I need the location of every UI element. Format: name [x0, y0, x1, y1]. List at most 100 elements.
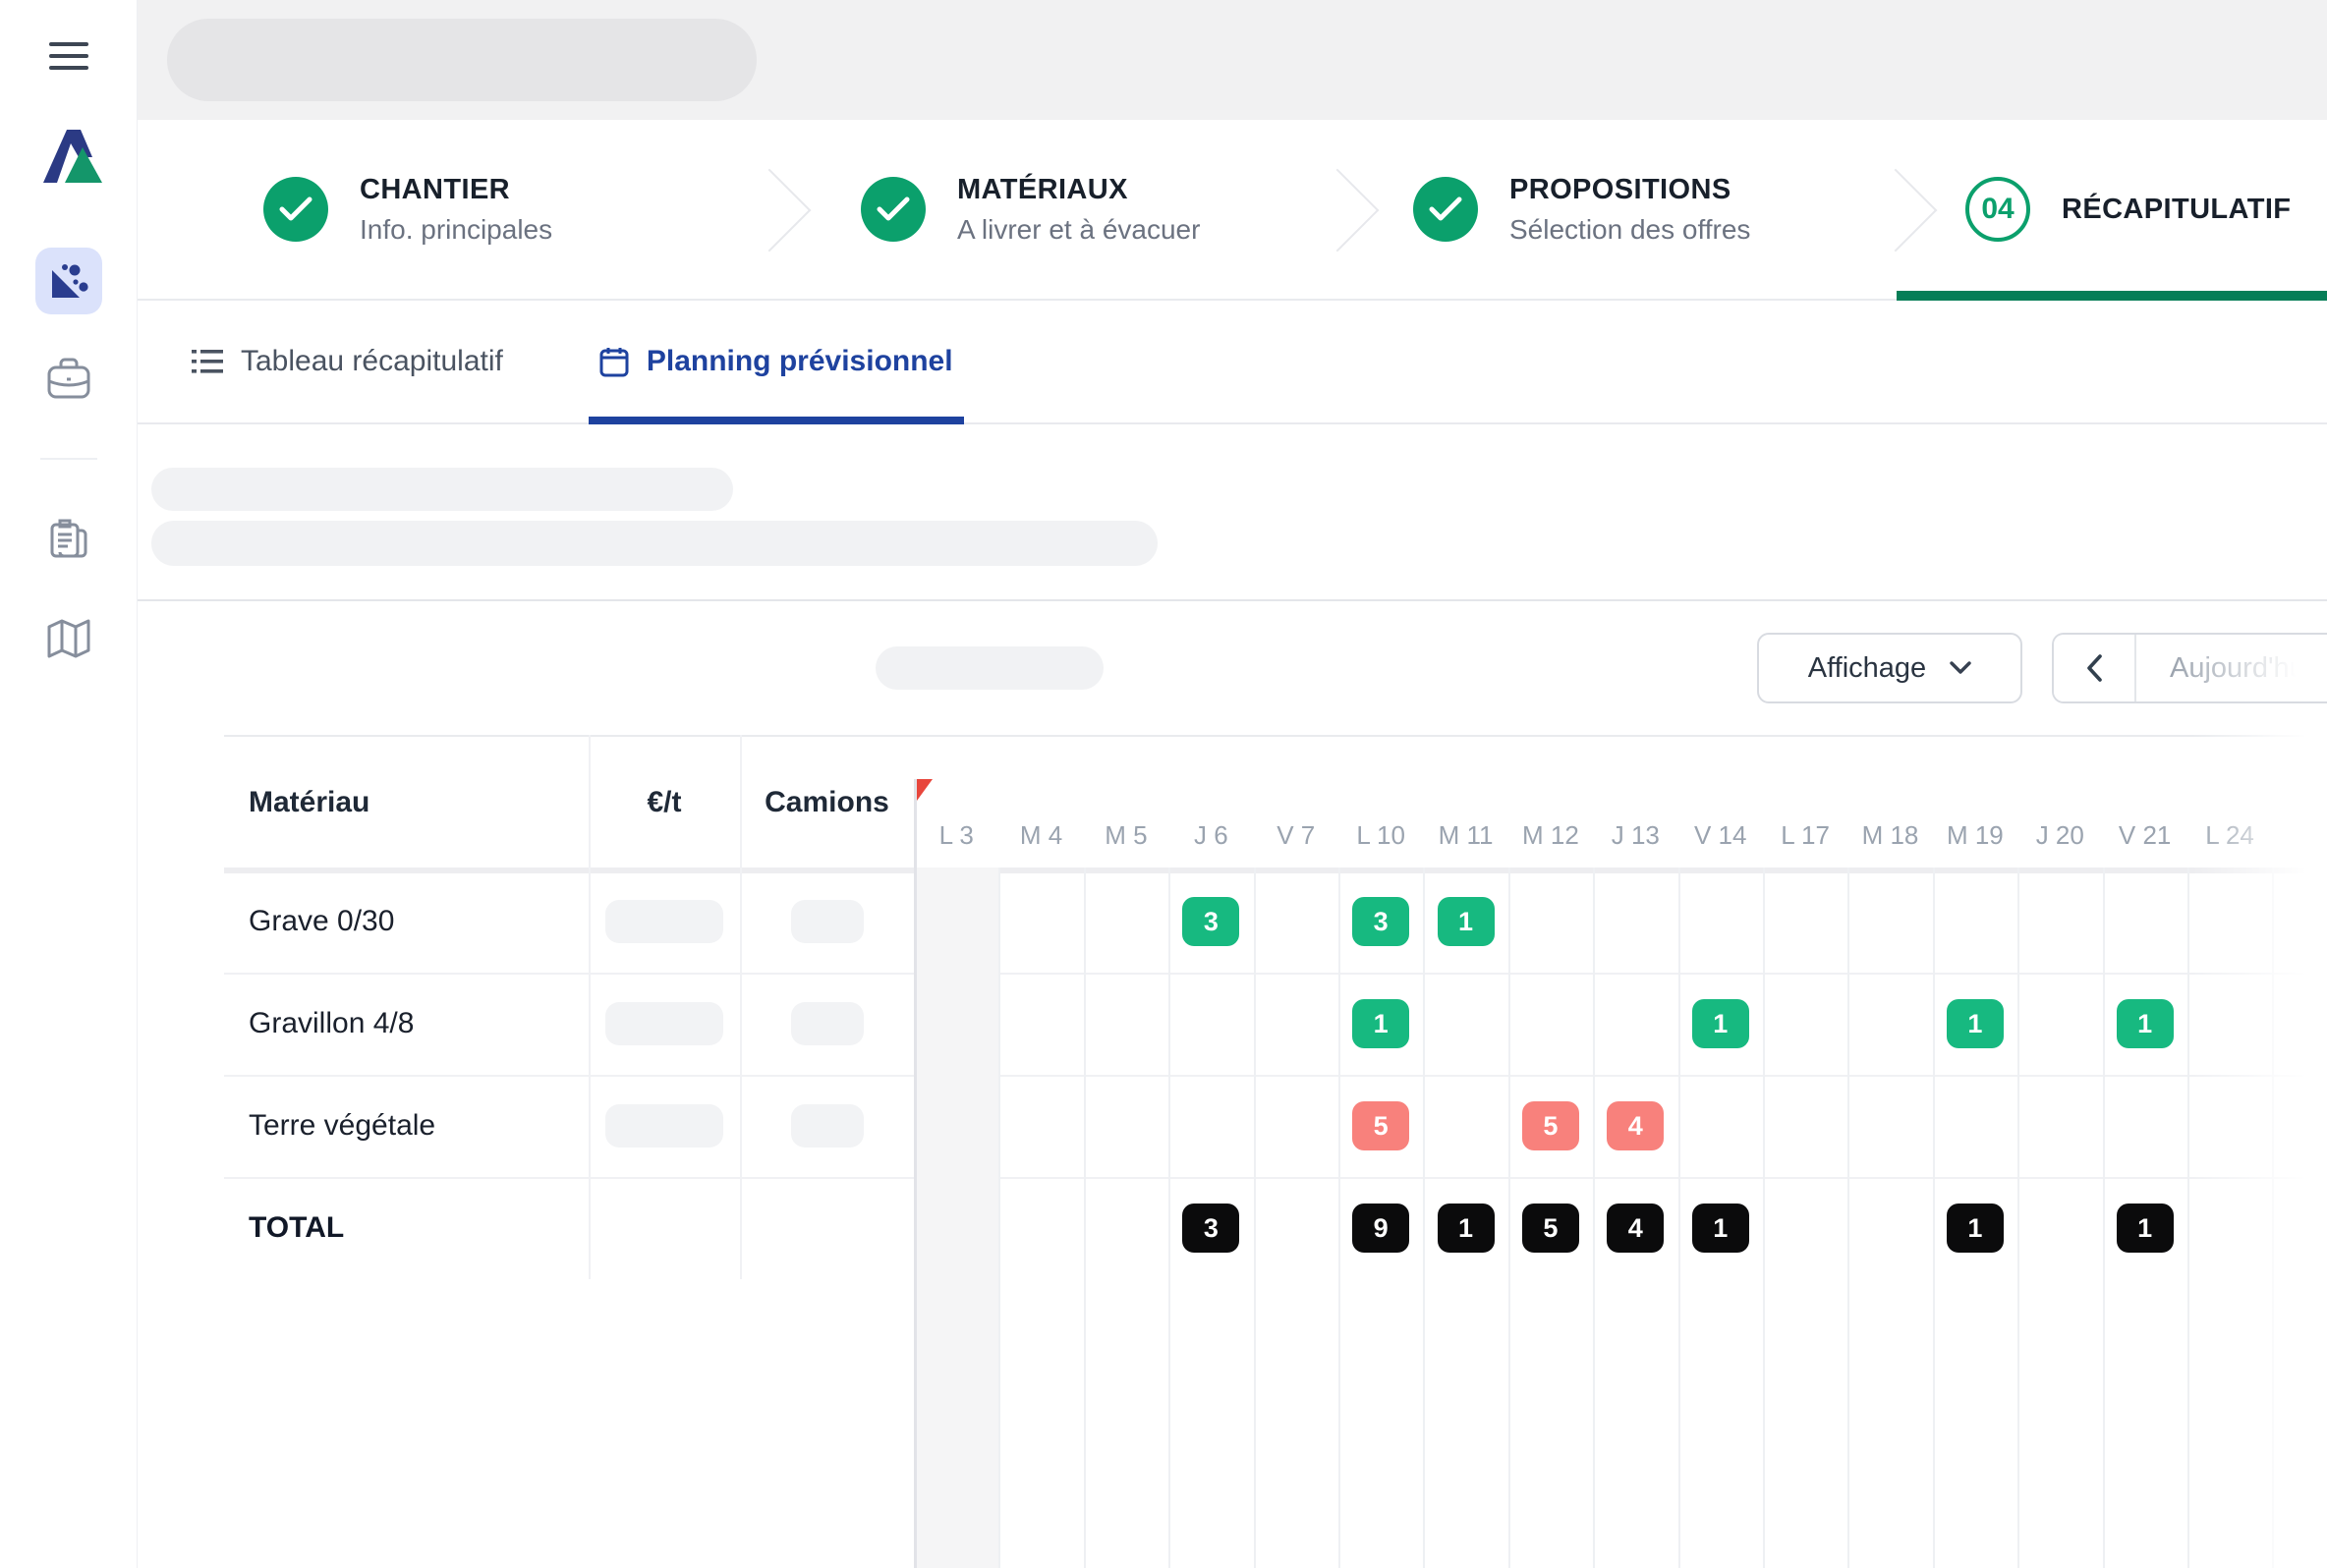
- planning-cell[interactable]: [1423, 973, 1507, 1075]
- planning-cell[interactable]: [2017, 870, 2102, 973]
- planning-cell[interactable]: [1678, 870, 1763, 973]
- truck-count-badge[interactable]: 1: [1691, 999, 1749, 1048]
- planning-cell[interactable]: 3: [1168, 1177, 1253, 1279]
- planning-cell[interactable]: [2017, 1177, 2102, 1279]
- planning-cell[interactable]: 1: [1933, 973, 2017, 1075]
- planning-cell[interactable]: 3: [1168, 870, 1253, 973]
- planning-cell[interactable]: 4: [1593, 1177, 1677, 1279]
- truck-count-badge[interactable]: 3: [1352, 897, 1410, 946]
- truck-count-badge[interactable]: 1: [1946, 999, 2004, 1048]
- planning-cell[interactable]: [1423, 1075, 1507, 1177]
- planning-cell[interactable]: [1763, 973, 1847, 1075]
- planning-cell[interactable]: [2187, 1177, 2272, 1279]
- planning-cell[interactable]: [1763, 870, 1847, 973]
- planning-cell[interactable]: [1254, 1075, 1338, 1177]
- truck-count-badge[interactable]: 5: [1521, 1101, 1579, 1150]
- truck-count-badge[interactable]: 4: [1607, 1101, 1665, 1150]
- planning-cell[interactable]: 1: [1678, 973, 1763, 1075]
- planning-cell[interactable]: 1: [1423, 1177, 1507, 1279]
- planning-cell[interactable]: [914, 1177, 998, 1279]
- planning-cell[interactable]: [1508, 973, 1593, 1075]
- display-options-button[interactable]: Affichage: [1757, 633, 2022, 703]
- previous-period-button[interactable]: [2054, 635, 2136, 701]
- planning-cell[interactable]: [2017, 1075, 2102, 1177]
- planning-cell[interactable]: [1168, 973, 1253, 1075]
- planning-cell[interactable]: [2187, 1075, 2272, 1177]
- truck-count-badge[interactable]: 1: [2116, 1204, 2174, 1253]
- planning-cell[interactable]: 9: [1338, 1177, 1423, 1279]
- truck-count-badge[interactable]: 1: [1691, 1204, 1749, 1253]
- trucks-skeleton: [790, 900, 864, 943]
- planning-cell[interactable]: [1763, 1177, 1847, 1279]
- step-recapitulatif[interactable]: 04 RÉCAPITULATIF: [1897, 120, 2327, 301]
- planning-cell[interactable]: [1084, 1177, 1168, 1279]
- sidebar-item-orders[interactable]: [46, 515, 91, 562]
- planning-cell[interactable]: [1678, 1075, 1763, 1177]
- planning-cell[interactable]: [2187, 870, 2272, 973]
- planning-cell[interactable]: [2102, 1075, 2186, 1177]
- planning-cell[interactable]: [1933, 870, 2017, 973]
- truck-count-badge[interactable]: 5: [1352, 1101, 1410, 1150]
- planning-cell[interactable]: 1: [1678, 1177, 1763, 1279]
- tab-tableau-recapitulatif[interactable]: Tableau récapitulatif: [181, 301, 514, 422]
- planning-cell[interactable]: 1: [1338, 973, 1423, 1075]
- planning-cell[interactable]: [1593, 973, 1677, 1075]
- planning-cell[interactable]: 3: [1338, 870, 1423, 973]
- planning-cell[interactable]: 1: [1423, 870, 1507, 973]
- planning-cell[interactable]: 5: [1508, 1177, 1593, 1279]
- step-materiaux[interactable]: MATÉRIAUX A livrer et à évacuer: [770, 120, 1338, 299]
- sidebar-item-projects[interactable]: [45, 356, 92, 401]
- app-logo[interactable]: [31, 122, 106, 187]
- planning-cell[interactable]: [1254, 870, 1338, 973]
- planning-cell[interactable]: [1084, 1075, 1168, 1177]
- planning-cell[interactable]: 1: [2102, 1177, 2186, 1279]
- planning-cell[interactable]: 5: [1508, 1075, 1593, 1177]
- planning-cell[interactable]: [2102, 870, 2186, 973]
- truck-count-badge[interactable]: 1: [1946, 1204, 2004, 1253]
- truck-count-badge[interactable]: 9: [1352, 1204, 1410, 1253]
- step-chantier[interactable]: CHANTIER Info. principales: [138, 120, 770, 299]
- planning-cell[interactable]: [1084, 870, 1168, 973]
- truck-count-badge[interactable]: 1: [2116, 999, 2174, 1048]
- planning-cell[interactable]: 1: [1933, 1177, 2017, 1279]
- planning-cell[interactable]: [1168, 1075, 1253, 1177]
- planning-cell[interactable]: [1763, 1075, 1847, 1177]
- menu-toggle-button[interactable]: [47, 39, 90, 73]
- planning-cell[interactable]: [1508, 870, 1593, 973]
- planning-cell[interactable]: [914, 870, 998, 973]
- planning-cell[interactable]: [998, 1075, 1083, 1177]
- planning-cell[interactable]: [2187, 973, 2272, 1075]
- tab-planning-previsionnel[interactable]: Planning prévisionnel: [588, 301, 964, 424]
- planning-cell[interactable]: 4: [1593, 1075, 1677, 1177]
- planning-cell[interactable]: [998, 870, 1083, 973]
- truck-count-badge[interactable]: 1: [1437, 897, 1495, 946]
- planning-cell[interactable]: [2017, 973, 2102, 1075]
- planning-cell[interactable]: [1847, 1075, 1932, 1177]
- truck-count-badge[interactable]: 3: [1182, 1204, 1240, 1253]
- truck-count-badge[interactable]: 3: [1182, 897, 1240, 946]
- sidebar-item-map[interactable]: [45, 617, 92, 660]
- truck-count-badge[interactable]: 4: [1607, 1204, 1665, 1253]
- step-propositions[interactable]: PROPOSITIONS Sélection des offres: [1338, 120, 1897, 299]
- planning-cell[interactable]: [1847, 1177, 1932, 1279]
- price-column-header: €/t: [647, 786, 682, 818]
- planning-cell[interactable]: [998, 973, 1083, 1075]
- today-button[interactable]: Aujourd'hui: [2136, 635, 2327, 701]
- date-column-header: V 14: [1693, 819, 1747, 850]
- planning-cell[interactable]: [914, 1075, 998, 1177]
- planning-cell[interactable]: [1254, 1177, 1338, 1279]
- truck-count-badge[interactable]: 1: [1437, 1204, 1495, 1253]
- planning-cell[interactable]: [1847, 973, 1932, 1075]
- truck-count-badge[interactable]: 1: [1352, 999, 1410, 1048]
- planning-cell[interactable]: [1847, 870, 1932, 973]
- planning-cell[interactable]: 1: [2102, 973, 2186, 1075]
- planning-cell[interactable]: [1933, 1075, 2017, 1177]
- planning-cell[interactable]: [1084, 973, 1168, 1075]
- planning-cell[interactable]: 5: [1338, 1075, 1423, 1177]
- planning-cell[interactable]: [914, 973, 998, 1075]
- planning-cell[interactable]: [998, 1177, 1083, 1279]
- truck-count-badge[interactable]: 5: [1521, 1204, 1579, 1253]
- sidebar-item-materials-planning[interactable]: [34, 248, 102, 314]
- planning-cell[interactable]: [1254, 973, 1338, 1075]
- planning-cell[interactable]: [1593, 870, 1677, 973]
